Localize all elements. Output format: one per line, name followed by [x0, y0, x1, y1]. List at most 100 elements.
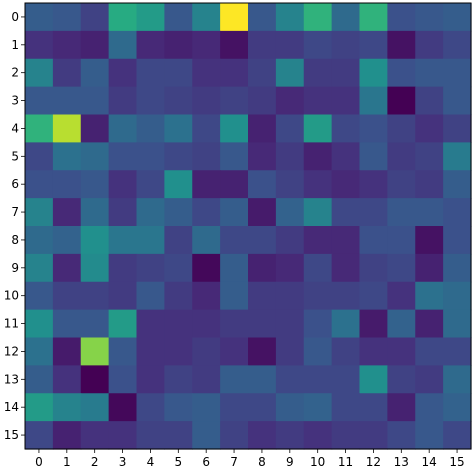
heatmap-cell-r14-c10: [303, 393, 333, 422]
heatmap-cell-r1-c12: [359, 30, 388, 60]
heatmap-cell-r5-c2: [80, 142, 110, 171]
heatmap-cell-r9-c10: [303, 253, 333, 283]
heatmap-cell-r0-c7: [220, 3, 249, 32]
heatmap-cell-r5-c0: [25, 142, 54, 171]
heatmap-cell-r0-c2: [80, 3, 110, 32]
heatmap-cell-r14-c15: [443, 393, 472, 422]
heatmap-cell-r6-c4: [136, 170, 165, 199]
plot-frame: [24, 2, 472, 450]
heatmap-cell-r10-c13: [387, 281, 416, 311]
heatmap-cell-r6-c0: [25, 170, 54, 199]
heatmap-cell-r10-c9: [275, 281, 305, 311]
heatmap-cell-r4-c15: [443, 114, 472, 143]
heatmap-cell-r5-c9: [275, 142, 305, 171]
heatmap-cell-r4-c12: [359, 114, 388, 143]
heatmap-cell-r6-c5: [164, 170, 193, 199]
heatmap-cell-r0-c6: [192, 3, 221, 32]
heatmap-cell-r11-c8: [248, 309, 277, 339]
heatmap-cell-r11-c10: [303, 309, 333, 339]
heatmap-cell-r8-c12: [359, 226, 388, 255]
heatmap-cell-r13-c15: [443, 365, 472, 394]
heatmap-cell-r9-c14: [415, 253, 444, 283]
heatmap-cell-r14-c14: [415, 393, 444, 422]
heatmap-cell-r6-c15: [443, 170, 472, 199]
heatmap-cell-r5-c14: [415, 142, 444, 171]
heatmap-cell-r12-c12: [359, 337, 388, 366]
y-tick-label: 3: [11, 94, 19, 108]
heatmap-cell-r5-c11: [331, 142, 361, 171]
heatmap-cell-r15-c12: [359, 421, 388, 450]
heatmap-cell-r9-c1: [52, 253, 82, 283]
heatmap-cell-r4-c0: [25, 114, 54, 143]
heatmap-cell-r13-c2: [80, 365, 110, 394]
heatmap-cell-r9-c3: [108, 253, 138, 283]
heatmap-cell-r7-c13: [387, 198, 416, 227]
heatmap-cell-r0-c4: [136, 3, 165, 32]
heatmap-cell-r9-c8: [248, 253, 277, 283]
heatmap-cell-r13-c5: [164, 365, 193, 394]
heatmap-cell-r6-c1: [52, 170, 82, 199]
heatmap-cell-r15-c15: [443, 421, 472, 450]
heatmap-cell-r7-c2: [80, 198, 110, 227]
heatmap-cell-r10-c10: [303, 281, 333, 311]
heatmap-cell-r5-c3: [108, 142, 138, 171]
heatmap-cell-r14-c11: [331, 393, 361, 422]
heatmap-cell-r1-c8: [248, 30, 277, 60]
heatmap-cell-r3-c14: [415, 86, 444, 116]
heatmap-cell-r6-c13: [387, 170, 416, 199]
heatmap-cell-r12-c1: [52, 337, 82, 366]
y-tick-label: 11: [4, 317, 19, 331]
heatmap-cell-r4-c1: [52, 114, 82, 143]
heatmap-cell-r14-c3: [108, 393, 138, 422]
heatmap-cell-r11-c12: [359, 309, 388, 339]
heatmap-cell-r8-c6: [192, 226, 221, 255]
x-tick-label: 15: [449, 455, 464, 469]
y-tick-label: 2: [11, 66, 19, 80]
heatmap-cell-r8-c7: [220, 226, 249, 255]
heatmap-cell-r7-c1: [52, 198, 82, 227]
heatmap-cell-r1-c5: [164, 30, 193, 60]
heatmap-cell-r12-c11: [331, 337, 361, 366]
y-tick-label: 1: [11, 38, 19, 52]
heatmap-cell-r10-c5: [164, 281, 193, 311]
heatmap-cell-r15-c4: [136, 421, 165, 450]
heatmap-cell-r1-c2: [80, 30, 110, 60]
heatmap-cell-r5-c7: [220, 142, 249, 171]
heatmap-cell-r2-c13: [387, 58, 416, 88]
x-tick-label: 0: [35, 455, 43, 469]
heatmap-cell-r10-c15: [443, 281, 472, 311]
heatmap-cell-r2-c4: [136, 58, 165, 88]
heatmap-cell-r7-c10: [303, 198, 333, 227]
heatmap-cell-r4-c11: [331, 114, 361, 143]
heatmap-cell-r8-c8: [248, 226, 277, 255]
heatmap-cell-r8-c2: [80, 226, 110, 255]
heatmap-cell-r7-c0: [25, 198, 54, 227]
heatmap-cell-r14-c6: [192, 393, 221, 422]
heatmap-cell-r14-c9: [275, 393, 305, 422]
heatmap-cell-r6-c2: [80, 170, 110, 199]
heatmap-cell-r6-c9: [275, 170, 305, 199]
heatmap-cell-r3-c11: [331, 86, 361, 116]
heatmap-cell-r4-c9: [275, 114, 305, 143]
y-tick-label: 7: [11, 205, 19, 219]
heatmap-cell-r4-c4: [136, 114, 165, 143]
heatmap-cell-r8-c9: [275, 226, 305, 255]
heatmap-cell-r11-c3: [108, 309, 138, 339]
x-tick-label: 2: [91, 455, 99, 469]
heatmap-cell-r13-c6: [192, 365, 221, 394]
heatmap-cell-r6-c7: [220, 170, 249, 199]
x-tick-label: 6: [202, 455, 210, 469]
heatmap-cell-r13-c3: [108, 365, 138, 394]
heatmap-cell-r15-c13: [387, 421, 416, 450]
heatmap-cell-r7-c14: [415, 198, 444, 227]
heatmap-cell-r12-c10: [303, 337, 333, 366]
heatmap-cell-r11-c2: [80, 309, 110, 339]
heatmap-cell-r14-c0: [25, 393, 54, 422]
heatmap-cell-r13-c7: [220, 365, 249, 394]
heatmap-cell-r12-c4: [136, 337, 165, 366]
heatmap-cell-r7-c6: [192, 198, 221, 227]
heatmap-cell-r6-c6: [192, 170, 221, 199]
x-tick-label: 12: [366, 455, 381, 469]
heatmap-cell-r4-c7: [220, 114, 249, 143]
heatmap-cell-r2-c3: [108, 58, 138, 88]
